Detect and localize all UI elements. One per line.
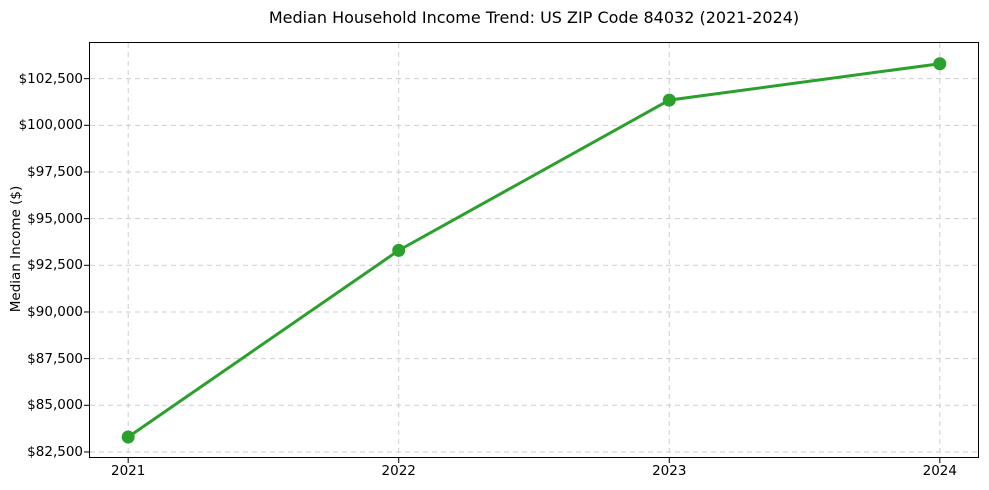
y-tick-label: $102,500 [18,70,83,87]
plot-canvas [84,43,978,463]
y-tick-label: $82,500 [27,443,83,460]
y-tick-label: $90,000 [27,303,83,320]
x-tick-label: 2023 [652,463,687,479]
x-tick-label: 2024 [922,463,957,479]
trend-line [126,62,942,439]
y-tick-label: $87,500 [27,350,83,367]
y-tick-labels: $82,500 $85,000 $87,500 $90,000 $92,500 $95,0… [0,43,83,460]
plot-area [84,42,979,463]
chart-title: Median Household Income Trend: US ZIP Co… [268,8,800,27]
y-tick-label: $100,000 [18,117,83,134]
data-point-marker [121,430,135,444]
y-tick-label: $85,000 [27,397,83,414]
y-tick-label: $92,500 [27,257,83,274]
x-tick-labels: 2021 2022 2023 2024 [90,461,978,485]
x-tick-label: 2022 [381,463,416,479]
data-point-marker [662,93,676,107]
data-point-marker [392,243,406,257]
x-tick-label: 2021 [110,463,146,479]
y-tick-label: $97,500 [27,163,83,180]
y-tick-label: $95,000 [27,210,83,227]
data-point-marker [933,57,947,71]
